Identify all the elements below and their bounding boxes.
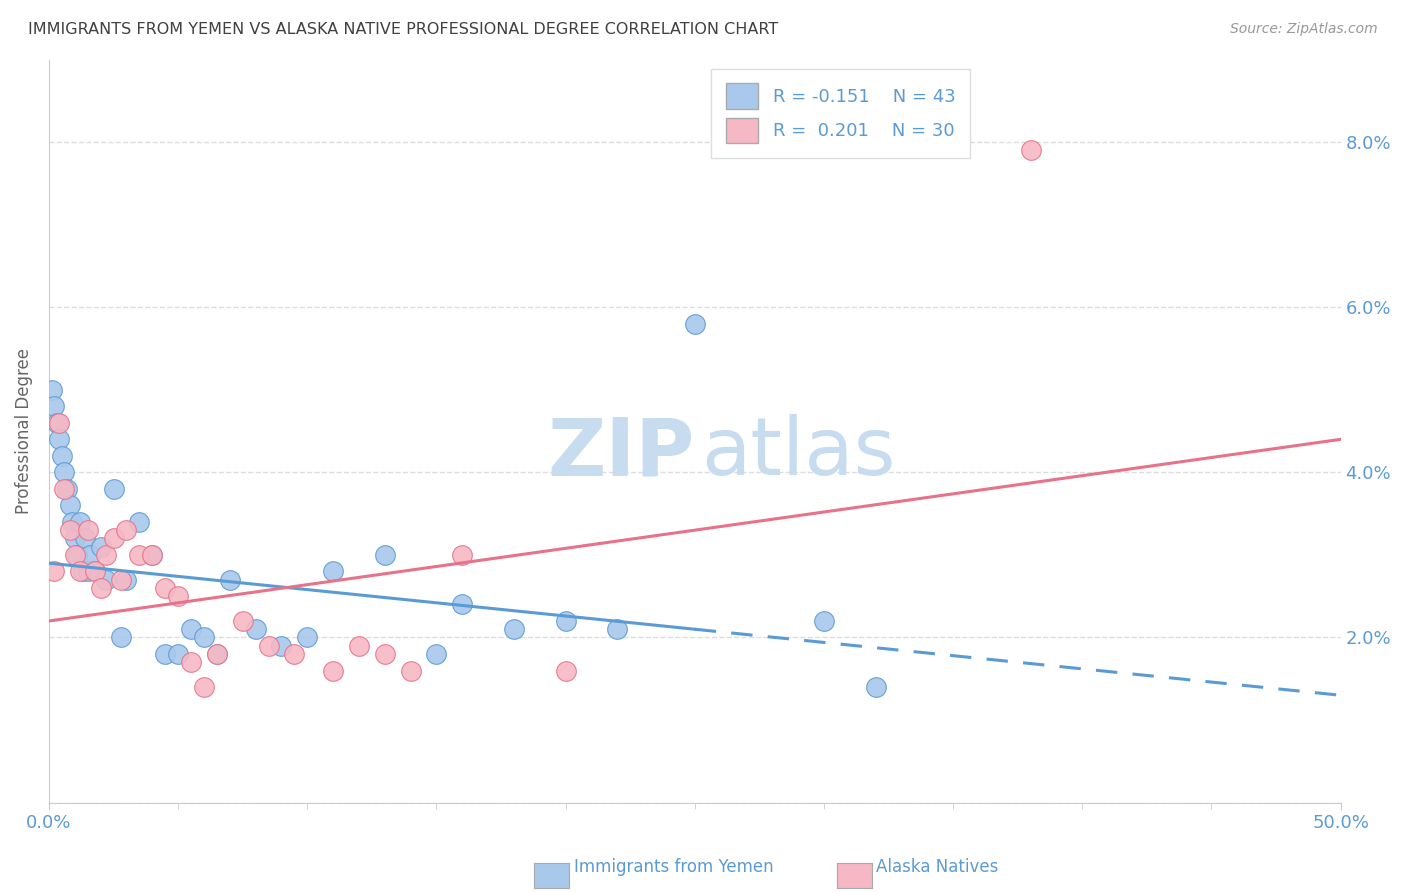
Point (218, 573, 240, 587)
Point (155, 647, 177, 661)
Point (48, 416, 70, 430)
Text: atlas: atlas (702, 415, 896, 492)
Point (84, 565, 107, 579)
Point (606, 622, 628, 636)
Point (374, 647, 396, 661)
Point (155, 581, 177, 595)
Point (59, 523, 82, 537)
Point (94, 548, 117, 562)
Point (180, 655, 202, 669)
Point (322, 565, 344, 579)
Point (180, 622, 202, 636)
Y-axis label: Professional Degree: Professional Degree (15, 348, 32, 514)
Point (41, 383, 63, 397)
Point (110, 573, 132, 587)
Point (66, 548, 89, 562)
Point (141, 548, 163, 562)
Point (283, 647, 305, 661)
Point (103, 532, 125, 546)
Point (90, 581, 112, 595)
Point (72, 565, 94, 579)
Point (60, 515, 83, 529)
Point (76, 565, 98, 579)
Point (94, 573, 117, 587)
Point (44, 400, 66, 414)
Point (141, 548, 163, 562)
Point (69, 565, 91, 579)
Point (347, 639, 370, 653)
Point (69, 515, 91, 529)
Point (76, 523, 98, 537)
Point (865, 680, 887, 694)
Point (128, 515, 150, 529)
Point (554, 664, 576, 678)
Point (115, 573, 138, 587)
Point (53, 466, 76, 480)
Point (193, 631, 215, 645)
Point (503, 622, 526, 636)
Point (683, 317, 706, 331)
Point (79, 548, 101, 562)
Point (115, 523, 138, 537)
Point (813, 614, 835, 628)
Point (205, 647, 228, 661)
Text: Alaska Natives: Alaska Natives (876, 858, 998, 876)
Point (322, 664, 344, 678)
Point (167, 589, 190, 603)
Point (90, 540, 112, 554)
Point (53, 482, 76, 496)
Point (51, 449, 73, 463)
Point (45, 416, 67, 430)
Point (451, 598, 474, 612)
Text: Source: ZipAtlas.com: Source: ZipAtlas.com (1230, 22, 1378, 37)
Point (63, 532, 86, 546)
Legend: R = -0.151    N = 43, R =  0.201    N = 30: R = -0.151 N = 43, R = 0.201 N = 30 (711, 69, 970, 158)
Point (167, 647, 190, 661)
Point (451, 548, 474, 562)
Point (1019, 144, 1042, 158)
Point (270, 639, 292, 653)
Point (245, 622, 267, 636)
Point (84, 565, 107, 579)
Point (128, 548, 150, 562)
Point (75, 532, 97, 546)
Point (554, 614, 576, 628)
Point (103, 482, 125, 496)
Point (374, 548, 396, 562)
Point (257, 639, 280, 653)
Point (232, 614, 254, 628)
Text: IMMIGRANTS FROM YEMEN VS ALASKA NATIVE PROFESSIONAL DEGREE CORRELATION CHART: IMMIGRANTS FROM YEMEN VS ALASKA NATIVE P… (28, 22, 779, 37)
Point (56, 482, 79, 496)
Point (110, 631, 132, 645)
Point (48, 433, 70, 447)
Point (297, 631, 319, 645)
Point (205, 647, 228, 661)
Point (44, 565, 66, 579)
Point (193, 680, 215, 694)
Point (63, 548, 86, 562)
Point (425, 647, 447, 661)
Text: ZIP: ZIP (547, 415, 695, 492)
Point (399, 664, 422, 678)
Point (59, 499, 82, 513)
Text: Immigrants from Yemen: Immigrants from Yemen (574, 858, 773, 876)
